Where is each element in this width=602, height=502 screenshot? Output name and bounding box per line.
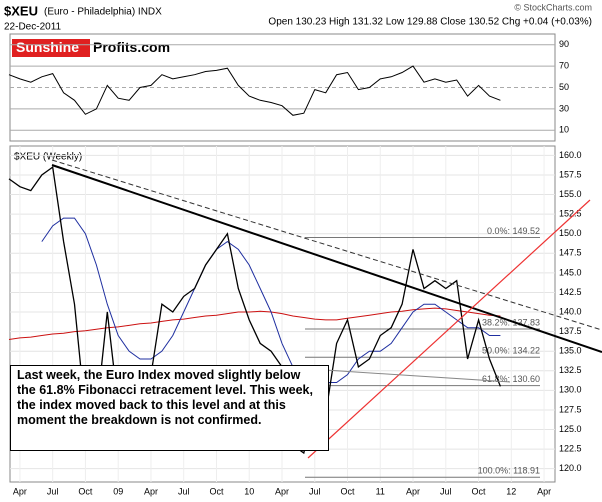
x-tick-label: Apr xyxy=(275,486,289,496)
x-tick-label: Apr xyxy=(13,486,27,496)
fib-label: 61.8%: 130.60 xyxy=(482,374,540,384)
x-tick-label: 09 xyxy=(113,486,123,496)
x-tick-label: Jul xyxy=(178,486,190,496)
y-tick-label: 147.5 xyxy=(559,248,582,258)
x-tick-label: 12 xyxy=(506,486,516,496)
y-tick-label: 127.5 xyxy=(559,404,582,414)
price-line xyxy=(8,307,501,340)
fib-label: 50.0%: 134.22 xyxy=(482,346,540,356)
y-tick-label: 120.0 xyxy=(559,463,582,473)
y-tick-label: 157.5 xyxy=(559,169,582,179)
y-tick-label: 132.5 xyxy=(559,365,582,375)
symbol-name: (Euro - Philadelphia) INDX xyxy=(44,7,162,18)
x-tick-label: 11 xyxy=(376,486,385,496)
rsi-line xyxy=(8,65,501,116)
x-tick-label: Oct xyxy=(341,486,356,496)
y-tick-label: 160.0 xyxy=(559,150,582,160)
x-tick-label: Jul xyxy=(47,486,59,496)
rsi-tick-label: 90 xyxy=(559,39,569,49)
x-tick-label: Jul xyxy=(440,486,452,496)
y-tick-label: 150.0 xyxy=(559,228,582,238)
quote: Open 130.23 High 131.32 Low 129.88 Close… xyxy=(268,17,592,28)
x-tick-label: Oct xyxy=(209,486,224,496)
y-tick-label: 137.5 xyxy=(559,326,582,336)
y-tick-label: 155.0 xyxy=(559,189,582,199)
rsi-tick-label: 10 xyxy=(559,125,569,135)
y-tick-label: 125.0 xyxy=(559,424,582,434)
y-tick-label: 140.0 xyxy=(559,306,582,316)
x-tick-label: Apr xyxy=(537,486,551,496)
rsi-panel xyxy=(9,33,556,142)
logo-box xyxy=(12,39,90,57)
price-line xyxy=(41,217,501,383)
y-tick-label: 130.0 xyxy=(559,385,582,395)
x-tick-label: Oct xyxy=(78,486,93,496)
trend-lines xyxy=(51,159,602,459)
y-tick-label: 145.0 xyxy=(559,267,582,277)
x-tick-label: Jul xyxy=(309,486,321,496)
fib-label: 0.0%: 149.52 xyxy=(487,226,540,236)
logo-profits: Profits.com xyxy=(93,39,170,55)
x-tick-label: Apr xyxy=(144,486,158,496)
y-tick-label: 152.5 xyxy=(559,209,582,219)
panel-label: $XEU (Weekly) xyxy=(14,152,82,163)
fib-label: 38.2%: 137.83 xyxy=(482,317,540,327)
x-tick-label: Oct xyxy=(472,486,487,496)
y-tick-label: 122.5 xyxy=(559,443,582,453)
y-tick-label: 142.5 xyxy=(559,287,582,297)
symbol: $XEU xyxy=(4,3,38,18)
x-tick-label: 10 xyxy=(244,486,254,496)
rsi-tick-label: 30 xyxy=(559,103,569,113)
annotation: Last week, the Euro Index moved slightly… xyxy=(10,365,329,451)
watermark: © StockCharts.com xyxy=(514,2,592,12)
trend-line xyxy=(51,164,602,353)
rsi-tick-label: 70 xyxy=(559,60,569,70)
trend-line xyxy=(307,199,591,459)
logo-sunshine: Sunshine xyxy=(16,39,79,55)
fib-label: 100.0%: 118.91 xyxy=(478,466,540,476)
rsi-tick-label: 50 xyxy=(559,82,569,92)
y-tick-label: 135.0 xyxy=(559,346,582,356)
date: 22-Dec-2011 xyxy=(4,22,62,33)
trend-line xyxy=(324,369,511,383)
x-tick-label: Apr xyxy=(406,486,420,496)
